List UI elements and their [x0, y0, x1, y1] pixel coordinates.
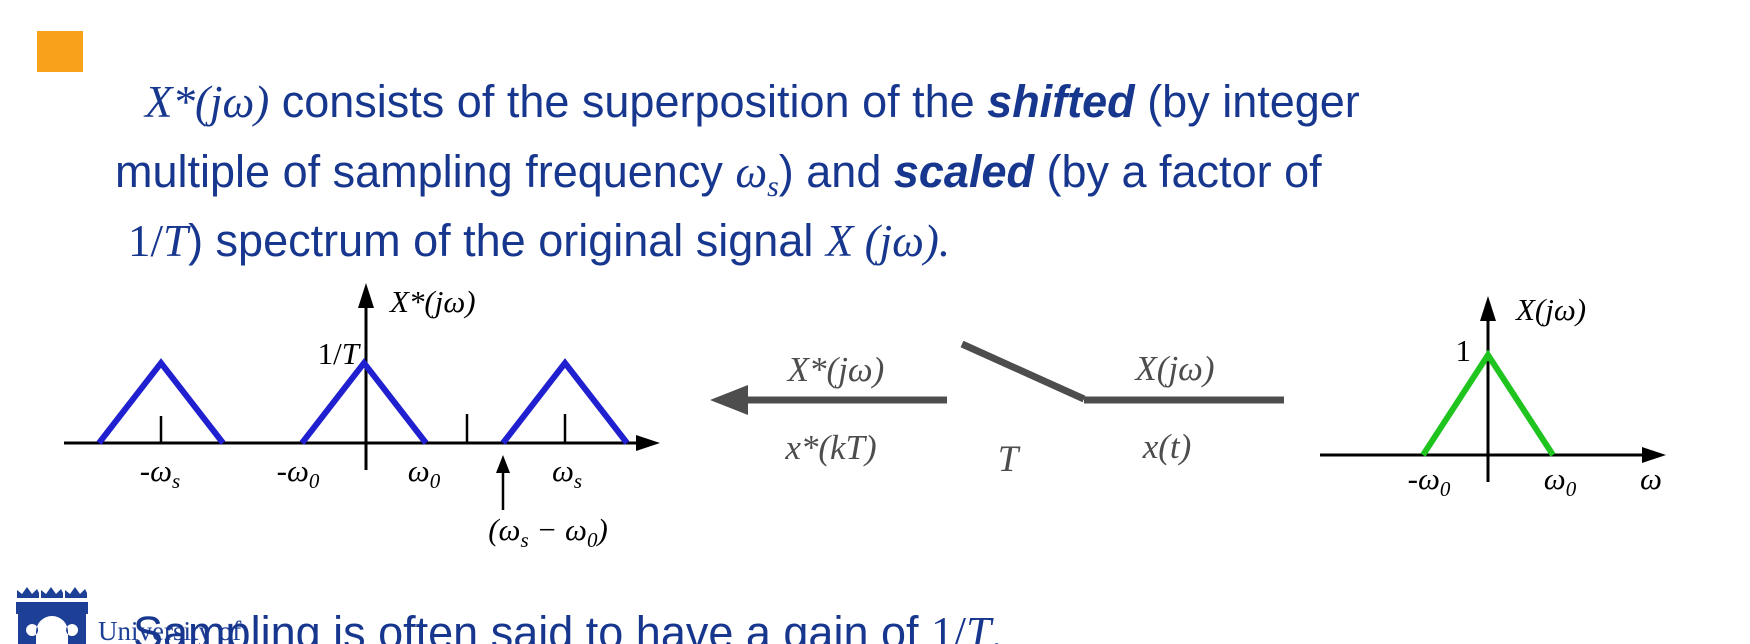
label-input-time: x(t): [1142, 427, 1192, 466]
text-run: consists of the superposition of the: [269, 76, 988, 127]
peak-value-1-over-T: 1/T: [318, 336, 362, 371]
castle-turret-left: [17, 587, 39, 598]
label-w0: ω0: [1544, 461, 1577, 500]
paragraph-line-1: X*(jω) consists of the superposition of …: [95, 18, 1360, 186]
output-arrowhead-icon: [710, 385, 748, 415]
annotation-ws-minus-w0: (ωs − ω0): [488, 512, 608, 552]
sampled-spectrum-plot: X*(jω) 1/T -ωs -ω0 ω0 ωs (ωs − ω0): [64, 283, 660, 552]
axis-title-x-star-jw: X*(jω): [388, 284, 476, 319]
math-x-star-jw: X*(jω): [145, 77, 270, 127]
castle-body: [18, 614, 86, 644]
castle-wall-band: [16, 602, 88, 614]
math-omega: ω: [735, 147, 768, 197]
y-axis-arrowhead-icon: [1480, 296, 1496, 321]
label-output-time: x*(kT): [784, 428, 876, 467]
annotation-arrowhead-icon: [496, 455, 510, 473]
label-output-freq: X*(jω): [786, 350, 885, 389]
paragraph-line-3: 1/T) spectrum of the original signal X (…: [78, 157, 950, 325]
text-run: (by a factor of: [1033, 146, 1322, 197]
math-x-jw: X (jω).: [825, 216, 951, 266]
spectrum-lobe: [1420, 349, 1556, 457]
x-axis-arrowhead-icon: [1642, 447, 1666, 463]
text-run: ) spectrum of the original signal: [188, 215, 826, 266]
university-logo-caption: University of: [98, 616, 242, 644]
paragraph-line-2: multiple of sampling frequency ωs) and s…: [65, 88, 1322, 271]
label-omega: ω: [1640, 461, 1662, 496]
text-period: .: [991, 608, 1003, 644]
original-spectrum-plot: 1 X(jω) -ω0 ω0 ω: [1320, 292, 1666, 500]
label-neg-w0: -ω0: [277, 453, 320, 493]
label-neg-ws: -ωs: [140, 453, 180, 493]
spectrum-lobe-center: [299, 358, 429, 445]
switch-blade: [960, 340, 1086, 403]
label-input-freq: X(jω): [1133, 349, 1214, 388]
label-ws: ωs: [552, 453, 582, 493]
axis-title-x-jw: X(jω): [1514, 292, 1586, 327]
text-run: Sampling is often said to have a gain of: [133, 607, 932, 644]
math-omega-sub-s: s: [767, 170, 779, 203]
x-axis-arrowhead-icon: [636, 435, 660, 451]
label-w0: ω0: [408, 453, 441, 493]
math-one-over: 1/: [128, 216, 164, 266]
math-T: T: [966, 608, 992, 644]
sampler-switch-diagram: X*(jω) x*(kT) X(jω) x(t) T: [710, 340, 1284, 480]
castle-turret-right: [65, 587, 87, 598]
university-castle-logo-icon: [16, 587, 88, 644]
math-one-over: 1/: [931, 608, 967, 644]
emphasis-shifted: shifted: [987, 76, 1135, 127]
footer-sentence: Sampling is often said to have a gain of…: [83, 549, 1002, 644]
text-run: multiple of sampling frequency: [115, 146, 736, 197]
math-T: T: [163, 216, 189, 266]
spectrum-lobe-left: [96, 358, 226, 445]
spectrum-lobe-right: [500, 358, 630, 445]
emphasis-scaled: scaled: [893, 146, 1034, 197]
castle-turret-middle: [41, 587, 63, 598]
bullet-marker: [37, 31, 83, 72]
peak-value-1: 1: [1456, 333, 1472, 368]
label-sampling-period: T: [998, 439, 1021, 480]
text-run: (by integer: [1134, 76, 1360, 127]
text-run: ) and: [778, 146, 894, 197]
label-neg-w0: -ω0: [1408, 461, 1451, 500]
y-axis-arrowhead-icon: [358, 283, 374, 308]
